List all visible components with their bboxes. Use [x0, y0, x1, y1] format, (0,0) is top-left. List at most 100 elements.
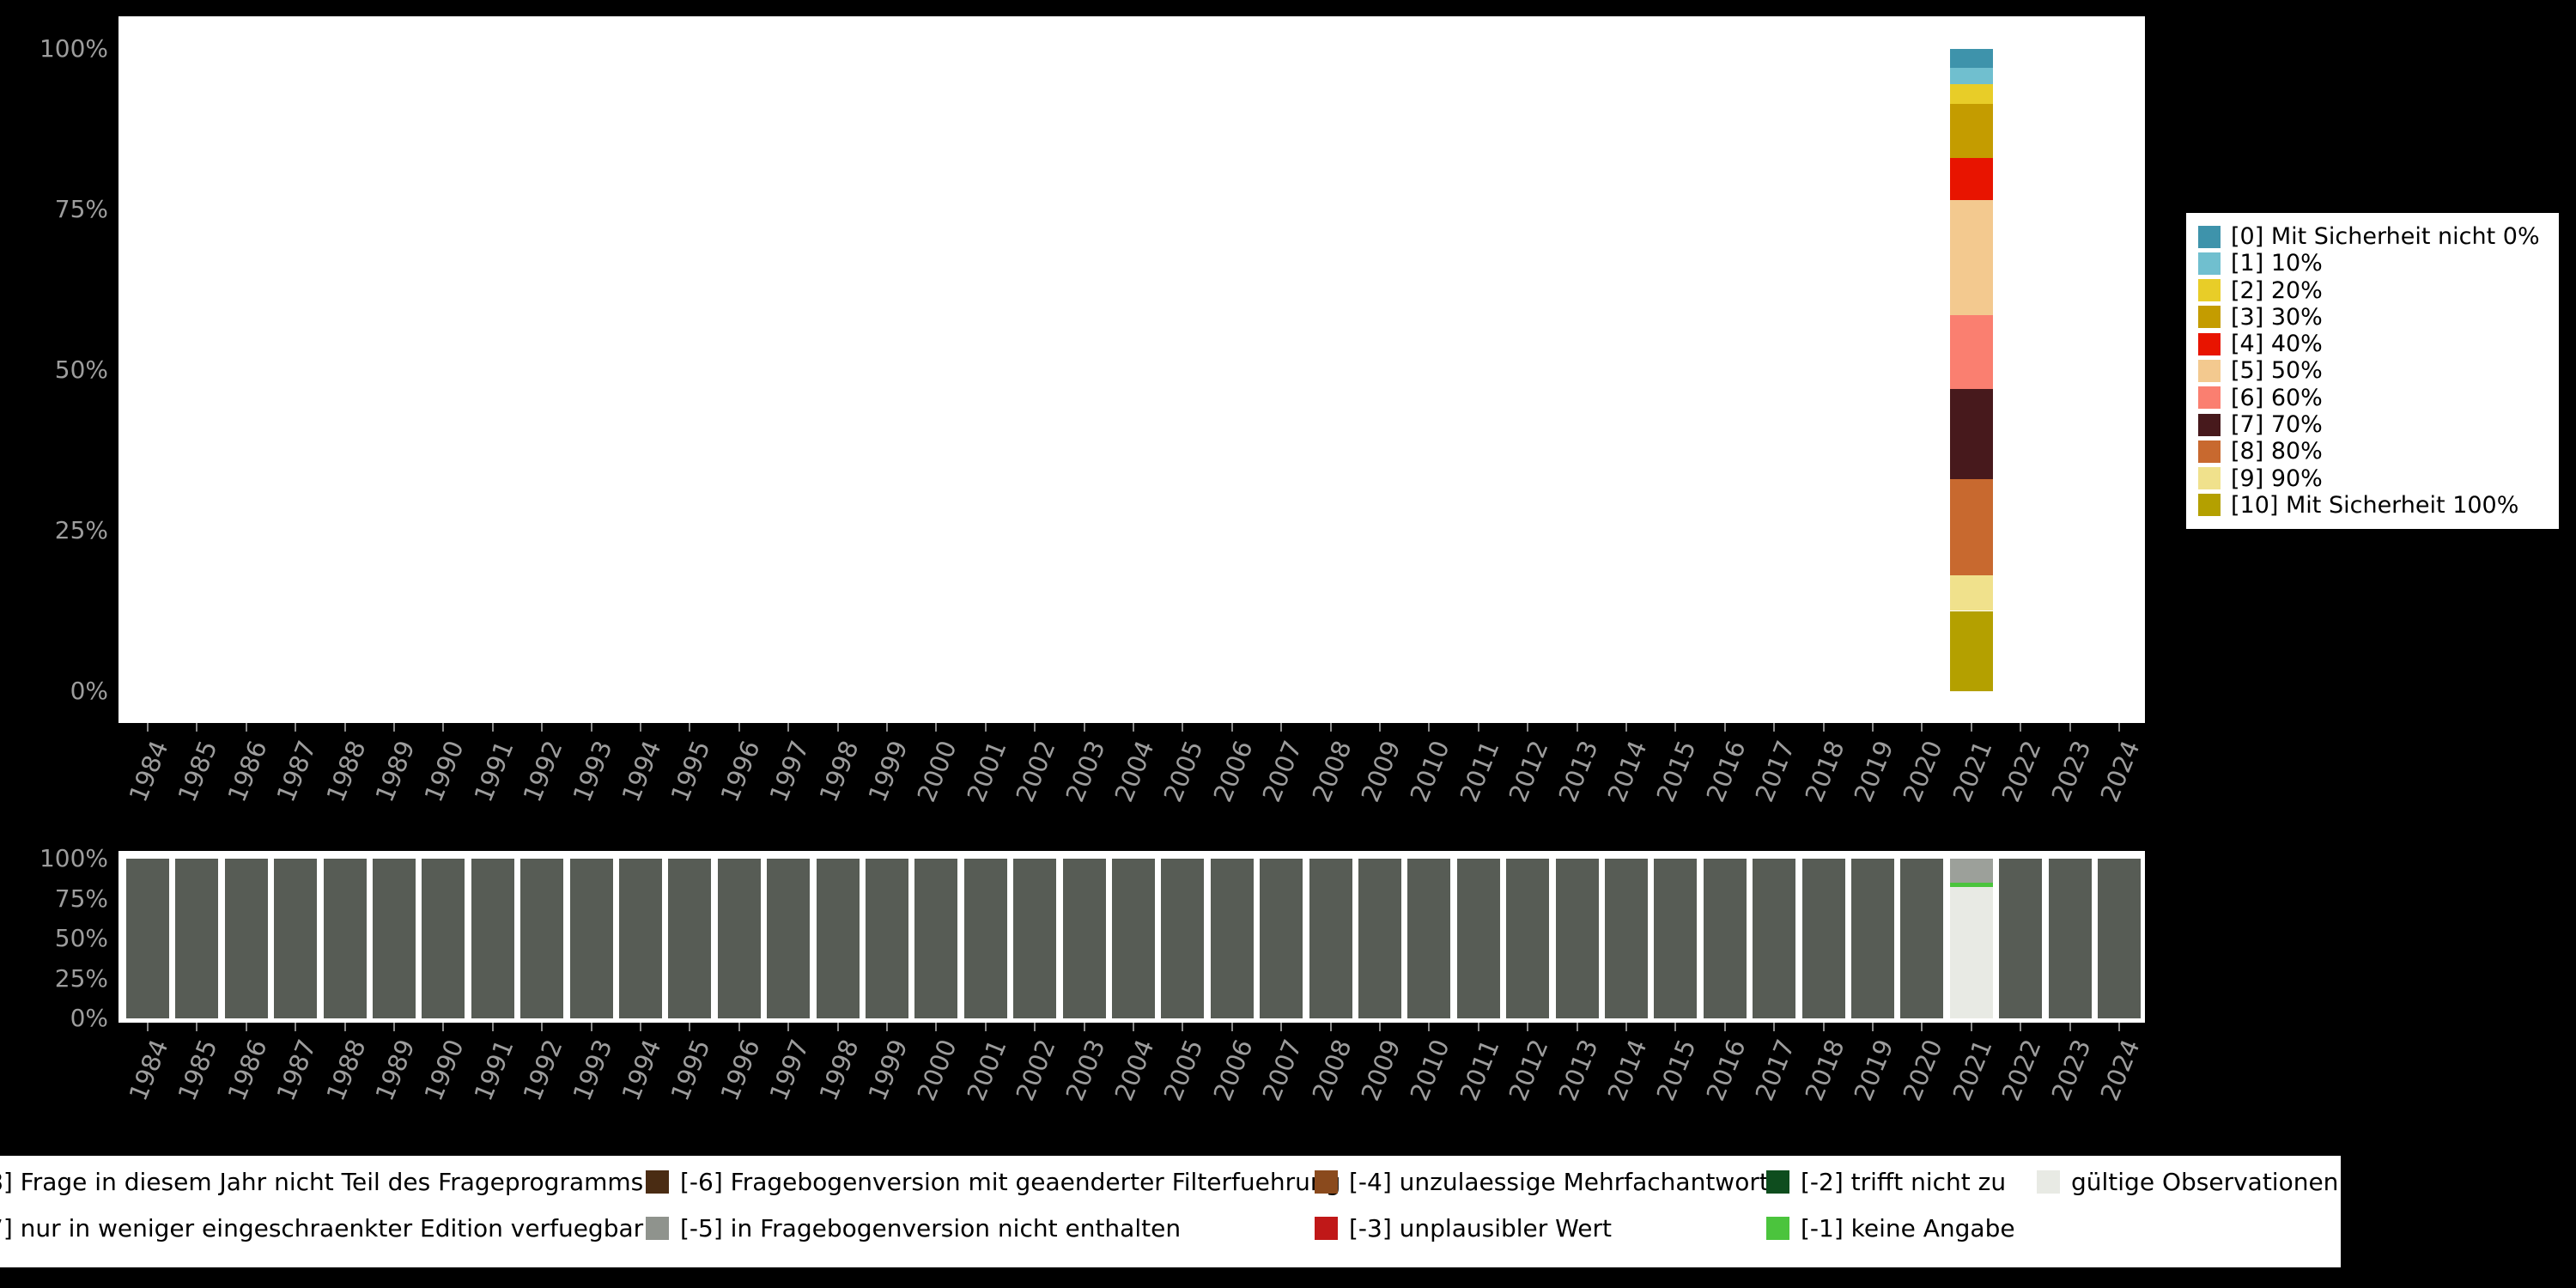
answers-bar-segment	[1949, 84, 1993, 104]
answers-bar-segment	[1949, 49, 1993, 69]
answers-bar-segment	[1949, 68, 1993, 85]
missings-bar-segment	[1949, 887, 1993, 1018]
answers-x-tick	[787, 723, 790, 732]
missings-bar-segment	[1013, 859, 1057, 1018]
legend-item-label: [-2] trifft nicht zu	[1801, 1167, 2007, 1196]
answers-x-tick	[1576, 723, 1578, 732]
missings-bar-segment	[717, 859, 761, 1018]
missings-x-tick	[984, 1023, 987, 1031]
legend-item: [1] 10%	[2198, 250, 2547, 276]
missings-x-tick	[1133, 1023, 1134, 1031]
missings-x-tick	[1034, 1023, 1036, 1031]
missings-x-tick	[295, 1023, 297, 1031]
answers-bar-segment	[1949, 199, 1993, 316]
answers-x-tick	[1625, 723, 1627, 732]
missings-x-tick	[1428, 1023, 1431, 1031]
legend-swatch	[2198, 494, 2221, 517]
missings-legend-background	[0, 1156, 2341, 1267]
legend-item-label: [4] 40%	[2231, 331, 2323, 358]
missings-x-tick	[343, 1023, 346, 1031]
legend-item-label: gültige Observationen	[2071, 1167, 2339, 1196]
missings-bar-segment	[1506, 859, 1550, 1018]
answers-x-tick	[1230, 723, 1233, 732]
legend-item: [8] 80%	[2198, 438, 2547, 465]
answers-x-tick	[1133, 723, 1134, 732]
missings-bar-segment	[569, 859, 613, 1018]
legend-item-label: [8] 80%	[2231, 438, 2323, 465]
legend-item-label: [-8] Frage in diesem Jahr nicht Teil des…	[0, 1167, 644, 1196]
missings-legend-item: [-5] in Fragebogenversion nicht enthalte…	[646, 1214, 1181, 1242]
legend-swatch	[2198, 332, 2221, 355]
missings-y-tick-label: 25%	[54, 963, 108, 993]
missings-bar-segment	[373, 859, 416, 1018]
legend-item-label: [9] 90%	[2231, 465, 2323, 492]
answers-x-tick	[2020, 723, 2022, 732]
missings-x-tick	[738, 1023, 740, 1031]
missings-x-tick	[935, 1023, 938, 1031]
answers-x-tick	[886, 723, 888, 732]
missings-x-tick	[590, 1023, 592, 1031]
legend-swatch	[2198, 359, 2221, 382]
missings-legend-item: [-4] unzulaessige Mehrfachantwort	[1315, 1167, 1769, 1196]
missings-x-tick	[1230, 1023, 1233, 1031]
answers-x-tick	[1034, 723, 1036, 732]
missings-bar-segment	[1555, 859, 1599, 1018]
missings-bar-segment	[816, 859, 860, 1018]
answers-x-tick	[836, 723, 839, 732]
missings-legend-item: [-8] Frage in diesem Jahr nicht Teil des…	[0, 1167, 644, 1196]
missings-x-tick	[196, 1023, 198, 1031]
legend-swatch	[2198, 279, 2221, 302]
missings-bar-segment	[1654, 859, 1698, 1018]
legend-item-label: [1] 10%	[2231, 250, 2323, 277]
answers-x-tick	[1723, 723, 1726, 732]
answers-x-tick	[393, 723, 395, 732]
missings-bar-segment	[323, 859, 367, 1018]
missings-bar-segment	[1062, 859, 1106, 1018]
missings-x-tick	[1379, 1023, 1381, 1031]
missings-bar-segment	[2098, 859, 2141, 1018]
answers-x-tick	[491, 723, 494, 732]
missings-y-tick-label: 100%	[39, 844, 108, 872]
missings-bar-segment	[1900, 859, 1944, 1018]
missings-bar-segment	[1753, 859, 1796, 1018]
missings-bar-segment	[422, 859, 465, 1018]
answers-x-tick	[1329, 723, 1332, 732]
missings-bar-segment	[866, 859, 908, 1018]
legend-item: [9] 90%	[2198, 465, 2547, 492]
legend-item-label: [7] 70%	[2231, 411, 2323, 439]
answers-bar-segment	[1949, 611, 1993, 691]
answers-x-tick	[1527, 723, 1529, 732]
answers-y-tick-label: 50%	[54, 355, 108, 384]
missings-bar-segment	[1161, 859, 1205, 1018]
answers-bar-segment	[1949, 479, 1993, 576]
legend-item-label: [-4] unzulaessige Mehrfachantwort	[1349, 1167, 1769, 1196]
answers-x-tick	[147, 723, 149, 732]
legend-item: [7] 70%	[2198, 411, 2547, 438]
missings-x-tick	[1674, 1023, 1677, 1031]
missings-y-tick-label: 50%	[54, 924, 108, 952]
answers-legend: [0] Mit Sicherheit nicht 0% [1] 10% [2] 20…	[2184, 211, 2561, 531]
answers-x-tick	[590, 723, 592, 732]
missings-x-tick	[1921, 1023, 1923, 1031]
missings-x-tick	[2020, 1023, 2022, 1031]
legend-swatch	[646, 1170, 669, 1194]
missings-bar-segment	[1949, 882, 1993, 888]
missings-bar-segment	[1260, 859, 1303, 1018]
missings-bar-segment	[619, 859, 662, 1018]
answers-bar-segment	[1949, 575, 1993, 611]
missings-x-tick	[1773, 1023, 1776, 1031]
legend-item-label: [-1] keine Angabe	[1801, 1213, 2015, 1242]
legend-item: [4] 40%	[2198, 331, 2547, 357]
missings-x-tick	[2069, 1023, 2071, 1031]
legend-item-label: [3] 30%	[2231, 303, 2323, 331]
missings-x-tick	[393, 1023, 395, 1031]
answers-x-tick	[2118, 723, 2120, 732]
missings-bar-segment	[1999, 859, 2043, 1018]
missings-x-tick	[1182, 1023, 1184, 1031]
answers-x-tick	[1280, 723, 1283, 732]
missings-x-tick	[1625, 1023, 1627, 1031]
missings-bar-segment	[1407, 859, 1451, 1018]
missings-x-tick	[1527, 1023, 1529, 1031]
missings-x-tick	[541, 1023, 544, 1031]
